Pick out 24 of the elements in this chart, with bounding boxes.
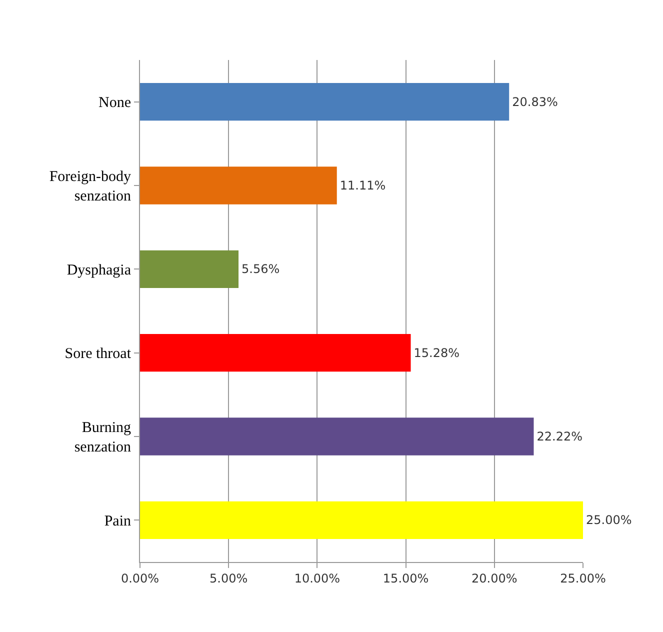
data-label: 11.11% <box>340 178 386 193</box>
y-tick-label: Foreign-body senzation <box>49 169 132 204</box>
data-label: 22.22% <box>536 430 583 444</box>
bar <box>140 501 583 539</box>
x-tick-label: 0.00% <box>120 571 160 586</box>
y-tick-label: Dysphagia <box>66 262 132 278</box>
x-tick-label: 20.00% <box>472 571 518 586</box>
bar <box>140 334 411 372</box>
y-tick-label: None <box>98 95 132 112</box>
bar <box>140 166 337 204</box>
bar <box>140 83 510 121</box>
x-tick-label: 15.00% <box>382 571 429 586</box>
y-tick-label: Pain <box>104 513 132 530</box>
data-label: 20.83% <box>512 94 558 109</box>
data-label: 15.28% <box>414 346 460 360</box>
data-label: 5.56% <box>242 262 280 276</box>
y-tick-label: Burning senzation <box>74 420 132 456</box>
x-tick-label: 10.00% <box>294 571 340 586</box>
y-tick-label: Sore throat <box>64 346 132 362</box>
bar <box>140 250 239 288</box>
x-tick-label: 25.00% <box>560 571 606 586</box>
x-tick-label: 5.00% <box>210 571 248 586</box>
data-label: 25.00% <box>586 513 632 528</box>
bar <box>140 418 534 456</box>
